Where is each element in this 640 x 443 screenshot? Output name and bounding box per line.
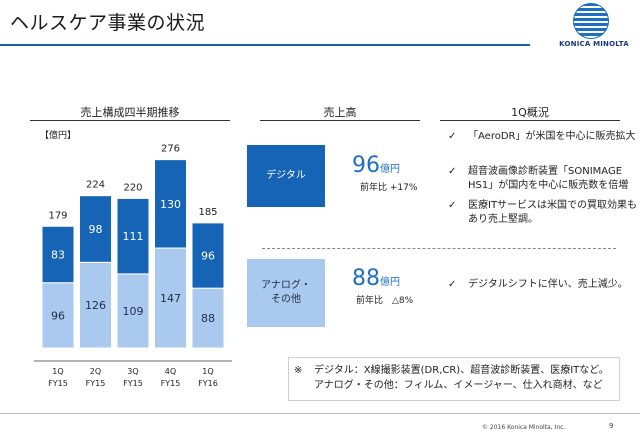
x-tick-label: 3Q	[127, 367, 138, 376]
konica-minolta-logo-icon	[573, 3, 609, 39]
bullet-sonimage: ✓ 超音波画像診断装置「SONIMAGE HS1」が国内を中心に販売数を倍増	[448, 166, 629, 191]
analog-yoy: 前年比 △8%	[356, 296, 414, 306]
bar-segment	[154, 159, 187, 249]
sales-heading: 売上高	[323, 106, 357, 119]
page-number: 9	[609, 422, 614, 430]
bar-segment	[41, 282, 75, 349]
bar-value-label: 126	[85, 299, 106, 312]
bar-value-label: 111	[123, 230, 144, 243]
bar-segment	[79, 195, 112, 263]
check-icon: ✓	[448, 200, 457, 211]
x-tick-label: 1Q	[52, 367, 63, 376]
x-tick-label: 1Q	[202, 367, 213, 376]
bar-total-label: 185	[198, 207, 217, 218]
bar-value-label: 98	[89, 223, 103, 236]
digital-segment-label: デジタル	[266, 170, 306, 181]
digital-segment-box: デジタル	[247, 145, 325, 207]
sales-heading-rule	[260, 120, 420, 121]
bar-value-label: 109	[123, 305, 144, 318]
overview-heading-rule	[440, 120, 620, 121]
bullet-medical-it: ✓ 医療ITサービスは米国での買取効果も あり売上堅調。	[448, 200, 638, 225]
bar-value-label: 130	[160, 198, 181, 211]
analog-segment-box: アナログ・ その他	[247, 259, 325, 327]
bar-total-label: 276	[161, 144, 180, 155]
note-line-2: アナログ・その他：フィルム、イメージャー、仕入れ商材、など	[314, 380, 603, 391]
copyright: © 2016 Konica Minolta, Inc.	[482, 424, 566, 431]
chart-heading: 売上構成四半期推移	[80, 106, 180, 119]
bar-value-label: 147	[160, 292, 181, 305]
bar-value-label: 88	[201, 312, 215, 325]
x-tick-label: 2Q	[90, 367, 101, 376]
bar-value-label: 96	[201, 250, 215, 263]
bar-segment	[191, 222, 225, 289]
digital-sales-number: 96	[352, 153, 380, 178]
bar-total-label: 179	[48, 210, 67, 221]
title-divider	[0, 44, 530, 46]
analog-sales-number: 88	[352, 266, 380, 291]
page-title: ヘルスケア事業の状況	[10, 12, 206, 34]
bullet-digital-shift: ✓ デジタルシフトに伴い、売上減少。	[448, 279, 628, 290]
note-line-1: デジタル：X線撮影装置(DR,CR)、超音波診断装置、医療ITなど。	[314, 365, 609, 376]
x-tick-label: FY15	[86, 379, 106, 388]
bar-value-label: 96	[51, 309, 65, 322]
bar-total-label: 220	[123, 182, 142, 193]
chart-unit-label: 【億円】	[40, 131, 77, 141]
bar-value-label: 83	[51, 249, 65, 262]
analog-segment-label-line2: その他	[271, 294, 301, 305]
overview-heading: 1Q概況	[511, 106, 549, 119]
digital-yoy: 前年比 +17%	[360, 183, 418, 193]
chart-heading-rule	[30, 120, 230, 121]
bar-segment	[191, 287, 225, 349]
check-icon: ✓	[448, 279, 457, 290]
note-mark: ※	[294, 365, 303, 376]
bar-segment	[154, 247, 187, 349]
x-tick-label: 4Q	[165, 367, 176, 376]
digital-sales-unit: 億円	[380, 164, 400, 175]
footer-divider	[0, 413, 640, 414]
bar-segment	[116, 197, 150, 275]
segment-separator	[262, 248, 616, 249]
x-tick-label: FY15	[123, 379, 143, 388]
bar-total-label: 224	[86, 180, 105, 191]
analog-segment-label-line1: アナログ・	[261, 280, 311, 291]
logo-wordmark: KONICA MINOLTA	[559, 40, 629, 48]
bar-segment	[79, 261, 112, 349]
x-tick-label: FY15	[48, 379, 68, 388]
x-tick-label: FY16	[198, 379, 218, 388]
check-icon: ✓	[448, 166, 457, 177]
bar-segment	[116, 273, 150, 349]
analog-sales-unit: 億円	[380, 277, 400, 288]
bullet-aerodr: ✓ 「AeroDR」が米国を中心に販売拡大	[448, 131, 636, 142]
digital-sales-value: 96億円	[352, 153, 400, 178]
bar-segment	[41, 225, 75, 284]
definition-note: ※ デジタル：X線撮影装置(DR,CR)、超音波診断装置、医療ITなど。 アナロ…	[288, 357, 620, 401]
analog-sales-value: 88億円	[352, 266, 400, 291]
check-icon: ✓	[448, 131, 457, 142]
x-tick-label: FY15	[161, 379, 181, 388]
